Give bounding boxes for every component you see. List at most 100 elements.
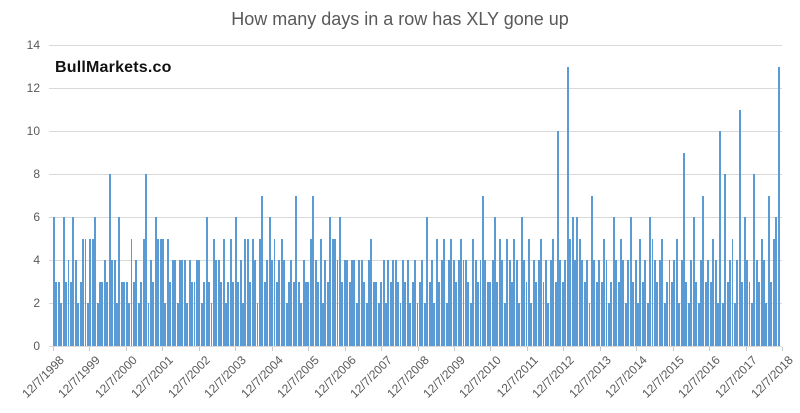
bar (653, 260, 656, 346)
bar (474, 260, 477, 346)
bar (162, 238, 164, 346)
bar (535, 281, 538, 346)
x-axis-tick (417, 347, 419, 351)
bar (622, 260, 625, 346)
x-axis-tick (526, 347, 528, 351)
bar (697, 303, 700, 346)
bar (426, 217, 429, 346)
bar (355, 303, 358, 346)
bar (683, 152, 685, 346)
bar (358, 260, 361, 346)
bar (149, 260, 152, 346)
y-axis-label: 14 (26, 38, 40, 52)
bar (515, 260, 518, 346)
bar (431, 260, 433, 346)
bar (457, 260, 460, 346)
bar (297, 281, 300, 346)
bar (305, 281, 307, 346)
bar (690, 260, 693, 346)
bar (712, 238, 715, 346)
x-axis-tick (271, 347, 273, 351)
bar (321, 303, 324, 346)
bar (469, 303, 472, 346)
bar (678, 303, 681, 346)
bar (542, 281, 545, 346)
bar (418, 281, 421, 346)
bar (462, 260, 465, 346)
bar (467, 281, 470, 346)
bar (130, 238, 133, 346)
bar (142, 238, 145, 346)
bar (692, 217, 695, 346)
bar (721, 303, 724, 346)
bar (649, 217, 652, 346)
bar (765, 303, 768, 346)
bar (634, 260, 637, 346)
x-axis-tick (599, 347, 601, 351)
bar (472, 238, 475, 346)
y-axis-label: 8 (33, 167, 40, 181)
bar (445, 303, 448, 346)
bar (448, 260, 450, 346)
bar (409, 303, 412, 346)
bar (632, 281, 635, 346)
bar (581, 260, 584, 346)
bar (753, 174, 756, 346)
bar (94, 217, 97, 346)
bar (309, 238, 312, 346)
gridline-y-0 (49, 346, 782, 347)
bar (283, 260, 286, 346)
bar (111, 260, 114, 346)
bar (450, 238, 453, 346)
x-axis-tick (782, 347, 783, 351)
bar (772, 238, 775, 346)
bar (278, 260, 281, 346)
bar (496, 281, 499, 346)
x-axis-tick (198, 347, 200, 351)
bar (433, 303, 436, 346)
x-axis-tick (235, 347, 237, 351)
bar (724, 174, 727, 346)
bar (171, 260, 174, 346)
bar (544, 260, 547, 346)
bar (695, 281, 698, 346)
bar (414, 260, 417, 346)
y-axis-label: 6 (33, 210, 40, 224)
bar (179, 260, 181, 346)
gridline-y-12 (49, 88, 782, 89)
bar (702, 195, 705, 346)
bar (540, 238, 543, 346)
bar (186, 303, 189, 346)
bar (341, 281, 344, 346)
bar (135, 260, 138, 346)
bar (620, 238, 622, 346)
bar (329, 217, 332, 346)
bar (128, 303, 131, 346)
bar (503, 303, 506, 346)
bar (338, 217, 341, 346)
bar (67, 260, 70, 346)
bar (709, 281, 712, 346)
bar (513, 238, 516, 346)
bar (166, 238, 169, 346)
bar (520, 217, 523, 346)
bar (392, 260, 395, 346)
x-axis-tick (381, 347, 383, 351)
bar (353, 260, 356, 346)
bar (99, 281, 101, 346)
x-axis-tick (745, 347, 747, 351)
bar (225, 303, 227, 346)
bar-series (53, 45, 780, 346)
bar (242, 303, 244, 346)
bar (132, 281, 135, 346)
bar (72, 217, 75, 346)
bar (268, 217, 271, 346)
bar (455, 281, 458, 346)
bar (435, 238, 438, 346)
x-axis-tick (636, 347, 638, 351)
bar (741, 281, 744, 346)
bar (74, 260, 77, 346)
bar (651, 238, 654, 346)
